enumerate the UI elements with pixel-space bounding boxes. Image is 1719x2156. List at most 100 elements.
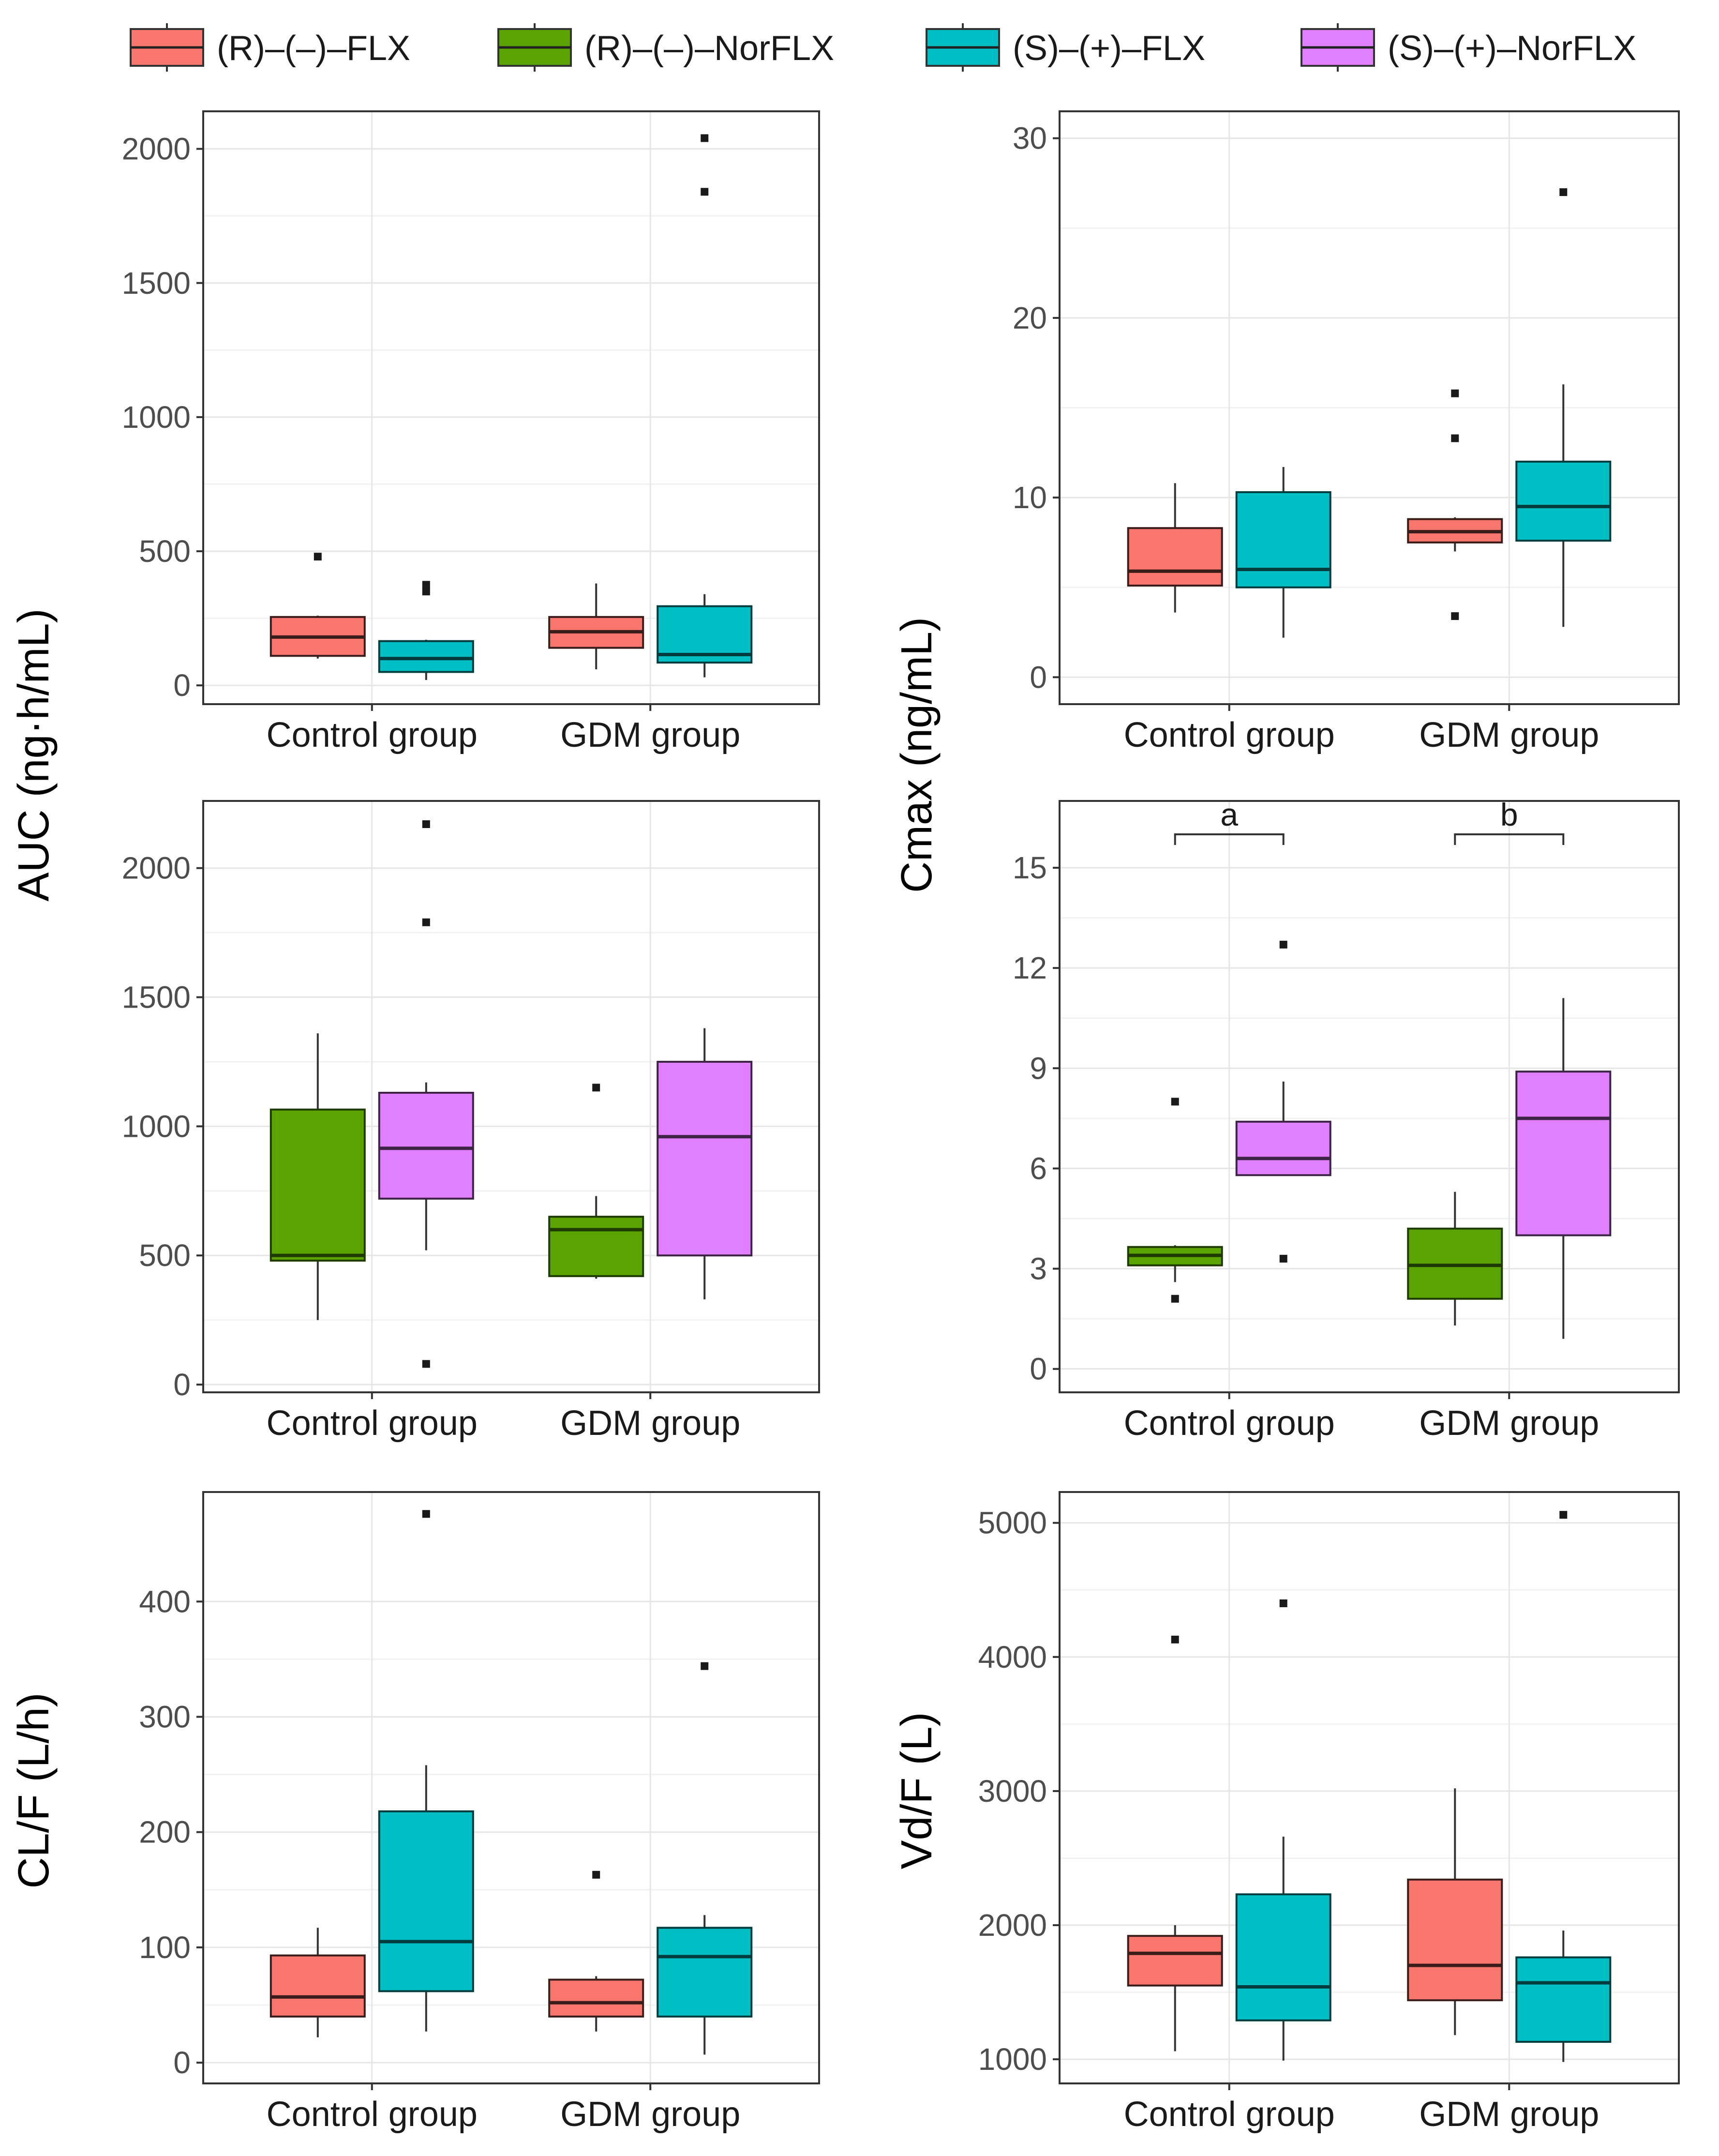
box	[269, 1108, 366, 1262]
y-title-vdf: Vd/F (L)	[893, 1712, 941, 1869]
y-tick-label: 3	[1030, 1251, 1047, 1286]
significance-bracket	[1174, 833, 1285, 845]
y-tick-label: 400	[139, 1584, 191, 1619]
panel-border	[1059, 1491, 1680, 2084]
y-tick-label: 1000	[122, 1109, 191, 1144]
significance-bracket	[1454, 833, 1565, 845]
panel-2: 0 10 20 30 Control group GDM group	[1013, 110, 1680, 754]
outlier-point	[1451, 612, 1459, 620]
y-tick-label: 2000	[122, 851, 191, 886]
y-tick-label: 0	[173, 1367, 191, 1402]
outlier-point	[701, 134, 709, 142]
outlier-point	[592, 1870, 600, 1879]
y-tick-label: 200	[139, 1815, 191, 1850]
x-tick-label: Control group	[267, 1404, 478, 1443]
box	[657, 1927, 753, 2018]
box	[1235, 491, 1331, 588]
y-tick-label: 500	[139, 534, 191, 569]
box	[1235, 1120, 1331, 1176]
y-tick-label: 0	[173, 668, 191, 703]
panel-border	[202, 1491, 820, 2084]
y-tick-label: 100	[139, 1930, 191, 1965]
outlier-point	[1279, 940, 1287, 949]
x-tick-label: Control group	[1124, 716, 1335, 754]
outlier-point	[1279, 1254, 1287, 1263]
x-tick-label: GDM group	[560, 716, 740, 754]
box	[1515, 1070, 1612, 1236]
box	[378, 1091, 474, 1200]
outlier-point	[701, 1662, 709, 1670]
y-tick-label: 1500	[122, 266, 191, 301]
x-tick-label: GDM group	[560, 2095, 740, 2134]
box	[1515, 1956, 1612, 2043]
y-tick-label: 20	[1013, 301, 1047, 335]
box	[378, 640, 474, 673]
panel-border	[1059, 800, 1680, 1393]
outlier-point	[1171, 1098, 1179, 1106]
outlier-point	[1451, 389, 1459, 397]
y-tick-label: 1000	[122, 400, 191, 435]
panel-3: 0 500 1000 1500 2000 Control group GDM group	[122, 800, 820, 1443]
legend-label: (S)–(+)–FLX	[1013, 29, 1205, 68]
y-tick-label: 500	[139, 1238, 191, 1273]
box	[1127, 1935, 1223, 1987]
x-tick-label: Control group	[1124, 2095, 1335, 2134]
y-tick-label: 2000	[122, 132, 191, 166]
x-tick-label: GDM group	[1419, 2095, 1599, 2134]
panel-6: 1000 2000 3000 4000 5000 Control group GDM gro…	[978, 1491, 1680, 2134]
box	[378, 1810, 474, 1992]
box	[269, 1954, 366, 2018]
outlier-point	[314, 553, 322, 561]
y-tick-label: 6	[1030, 1151, 1047, 1186]
y-tick-label: 2000	[978, 1908, 1047, 1943]
x-tick-label: GDM group	[560, 1404, 740, 1443]
outlier-point	[1171, 1295, 1179, 1303]
y-tick-label: 0	[1030, 1352, 1047, 1387]
y-tick-label: 1000	[978, 2042, 1047, 2077]
box	[548, 1216, 644, 1277]
box	[1515, 460, 1612, 542]
y-tick-label: 12	[1013, 950, 1047, 985]
outlier-point	[1279, 1599, 1287, 1607]
panel-4: 0 3 6 9 12 15 Control group GDM group a b	[1013, 797, 1680, 1443]
significance-label: a	[1220, 797, 1238, 832]
box	[1127, 527, 1223, 587]
panel-border	[202, 110, 820, 705]
x-tick-label: Control group	[267, 2095, 478, 2134]
y-tick-label: 1500	[122, 980, 191, 1015]
legend-label: (R)–(–)–NorFLX	[584, 29, 834, 68]
x-tick-label: Control group	[267, 716, 478, 754]
outlier-point	[422, 588, 430, 596]
outlier-point	[1559, 188, 1568, 196]
outlier-point	[422, 1510, 430, 1518]
y-title-clf: CL/F (L/h)	[10, 1692, 58, 1888]
y-tick-label: 5000	[978, 1506, 1047, 1540]
y-tick-label: 10	[1013, 480, 1047, 515]
y-title-auc: AUC (ng·h/mL)	[10, 608, 58, 901]
y-tick-label: 0	[173, 2045, 191, 2080]
outlier-point	[422, 581, 430, 589]
outlier-point	[1171, 1635, 1179, 1643]
legend: (R)–(–)–FLX (R)–(–)–NorFLX (S)–(+)–FLX (S)–…	[130, 23, 1636, 72]
significance-label: b	[1500, 797, 1518, 832]
outlier-point	[422, 1360, 430, 1368]
x-tick-label: Control group	[1124, 1404, 1335, 1443]
panel-5: 0 100 200 300 400 Control group GDM group	[139, 1491, 820, 2134]
outlier-point	[592, 1084, 600, 1092]
legend-label: (R)–(–)–FLX	[217, 29, 410, 68]
y-tick-label: 300	[139, 1700, 191, 1734]
y-tick-label: 9	[1030, 1051, 1047, 1086]
box	[657, 1060, 753, 1257]
outlier-point	[422, 918, 430, 926]
outlier-point	[1451, 434, 1459, 442]
y-title-cmax: Cmax (ng/mL)	[893, 617, 941, 893]
legend-label: (S)–(+)–NorFLX	[1388, 29, 1636, 68]
y-tick-label: 30	[1013, 121, 1047, 156]
x-tick-label: GDM group	[1419, 1404, 1599, 1443]
y-tick-label: 3000	[978, 1774, 1047, 1809]
box	[548, 1978, 644, 2018]
outlier-point	[422, 820, 430, 829]
outlier-point	[1559, 1511, 1568, 1519]
